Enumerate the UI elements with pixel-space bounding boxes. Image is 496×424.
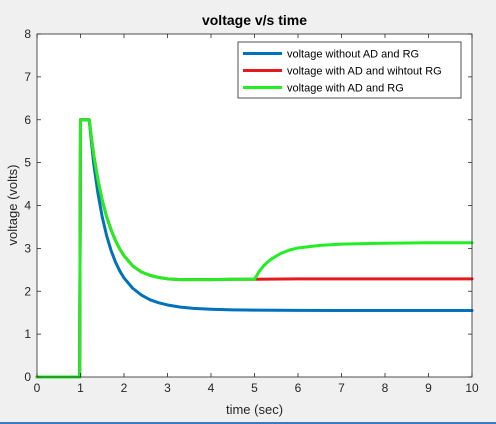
legend-label-series-2: voltage with AD and wihtout RG [287, 66, 442, 78]
y-tick-label: 6 [24, 113, 31, 127]
series-layer [35, 118, 474, 379]
x-tick-label: 0 [34, 381, 41, 395]
x-tick-label: 2 [121, 381, 128, 395]
y-tick-label: 8 [24, 27, 31, 41]
legend: voltage without AD and RG voltage with A… [237, 41, 462, 99]
y-tick-label: 5 [24, 156, 31, 170]
x-tick-label: 3 [164, 381, 171, 395]
x-tick-label: 4 [208, 381, 215, 395]
x-tick-label: 7 [338, 381, 345, 395]
x-tick-label: 8 [382, 381, 389, 395]
legend-label-series-3: voltage with AD and RG [287, 83, 404, 95]
legend-label-series-1: voltage without AD and RG [287, 49, 419, 61]
y-tick-label: 3 [24, 241, 31, 255]
x-tick-label: 6 [295, 381, 302, 395]
y-tick-label: 1 [24, 327, 31, 341]
x-axis-label: time (sec) [226, 402, 283, 417]
y-axis-label: voltage (volts) [5, 165, 20, 246]
series-line-3 [35, 118, 474, 379]
x-tick-label: 9 [425, 381, 432, 395]
window-bottom-edge [0, 422, 496, 424]
chart-title: voltage v/s time [202, 12, 307, 28]
x-tick-label: 10 [465, 381, 479, 395]
y-tick-label: 4 [24, 199, 31, 213]
x-tick-label: 1 [77, 381, 84, 395]
y-tick-label: 0 [24, 370, 31, 384]
tick-layer: 0 1 2 3 4 5 6 7 8 9 10 0 1 2 3 4 5 6 7 8 [24, 27, 479, 395]
x-tick-label: 5 [251, 381, 258, 395]
y-tick-label: 7 [24, 70, 31, 84]
y-tick-label: 2 [24, 284, 31, 298]
